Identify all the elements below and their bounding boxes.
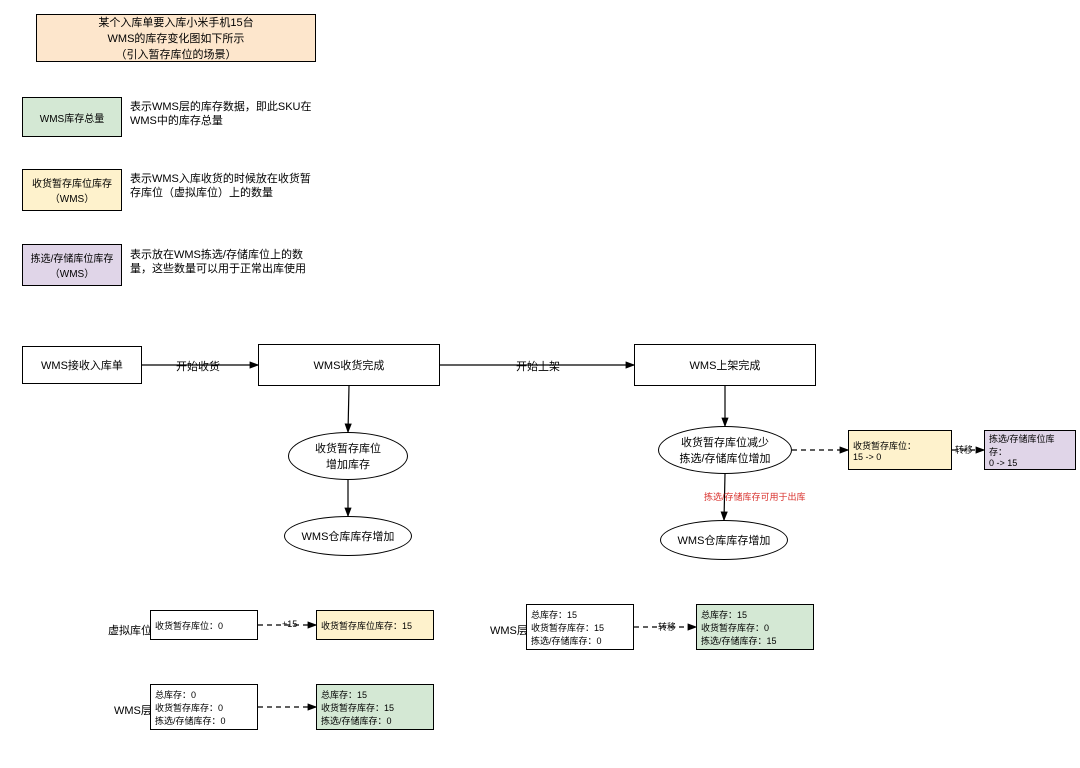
- node-n1: WMS接收入库单: [22, 346, 142, 384]
- legend-box-2-text: 拣选/存储库位库存 （WMS）: [31, 250, 114, 280]
- legend-box-0: WMS库存总量: [22, 97, 122, 137]
- bottom-arrow-label-0: +15: [282, 619, 297, 629]
- edge-label-1: 开始上架: [516, 358, 560, 374]
- bottom-b-2: 总库存：15 收货暂存库存：0 拣选/存储库存：15: [696, 604, 814, 650]
- legend-desc-1: 表示WMS入库收货的时候放在收货暂 存库位（虚拟库位）上的数量: [130, 172, 311, 201]
- node-n8-text: 收货暂存库位： 15 -> 0: [853, 439, 916, 462]
- bottom-b-1-text: 总库存：15 收货暂存库存：15 拣选/存储库存：0: [321, 688, 394, 727]
- title-box: 某个入库单要入库小米手机15台 WMS的库存变化图如下所示 （引入暂存库位的场景…: [36, 14, 316, 62]
- bottom-b-1: 总库存：15 收货暂存库存：15 拣选/存储库存：0: [316, 684, 434, 730]
- node-n5: WMS仓库库存增加: [284, 516, 412, 556]
- edge-label-7: 转移: [955, 443, 973, 456]
- node-n5-text: WMS仓库库存增加: [302, 528, 395, 544]
- title-box-text: 某个入库单要入库小米手机15台 WMS的库存变化图如下所示 （引入暂存库位的场景…: [98, 14, 253, 62]
- legend-box-2: 拣选/存储库位库存 （WMS）: [22, 244, 122, 286]
- node-n4-text: 收货暂存库位 增加库存: [315, 440, 381, 472]
- node-n3: WMS上架完成: [634, 344, 816, 386]
- bottom-b-0: 收货暂存库位库存：15: [316, 610, 434, 640]
- bottom-arrow-label-2: 转移: [658, 620, 676, 633]
- bottom-label-1: WMS层: [114, 702, 152, 718]
- bottom-label-2: WMS层: [490, 622, 528, 638]
- legend-desc-2: 表示放在WMS拣选/存储库位上的数 量，这些数量可以用于正常出库使用: [130, 248, 306, 277]
- node-n9-text: 拣选/存储库位库存： 0 -> 15: [989, 432, 1071, 468]
- legend-box-1: 收货暂存库位库存 （WMS）: [22, 169, 122, 211]
- node-n7-text: WMS仓库库存增加: [678, 532, 771, 548]
- bottom-b-2-text: 总库存：15 收货暂存库存：0 拣选/存储库存：15: [701, 608, 777, 647]
- bottom-a-0-text: 收货暂存库位：0: [155, 619, 223, 632]
- bottom-label-0: 虚拟库位: [108, 622, 152, 638]
- legend-box-0-text: WMS库存总量: [40, 110, 104, 125]
- bottom-a-2: 总库存：15 收货暂存库存：15 拣选/存储库存：0: [526, 604, 634, 650]
- node-n6: 收货暂存库位减少 拣选/存储库位增加: [658, 426, 792, 474]
- bottom-a-2-text: 总库存：15 收货暂存库存：15 拣选/存储库存：0: [531, 608, 604, 647]
- bottom-a-0: 收货暂存库位：0: [150, 610, 258, 640]
- bottom-a-1: 总库存：0 收货暂存库存：0 拣选/存储库存：0: [150, 684, 258, 730]
- node-n7: WMS仓库库存增加: [660, 520, 788, 560]
- edge-label-0: 开始收货: [176, 358, 220, 374]
- node-n4: 收货暂存库位 增加库存: [288, 432, 408, 480]
- node-n3-text: WMS上架完成: [690, 357, 761, 373]
- legend-desc-0: 表示WMS层的库存数据，即此SKU在 WMS中的库存总量: [130, 100, 312, 129]
- bottom-a-1-text: 总库存：0 收货暂存库存：0 拣选/存储库存：0: [155, 688, 226, 727]
- legend-box-1-text: 收货暂存库位库存 （WMS）: [32, 175, 112, 205]
- node-n2: WMS收货完成: [258, 344, 440, 386]
- node-n9: 拣选/存储库位库存： 0 -> 15: [984, 430, 1076, 470]
- node-n2-text: WMS收货完成: [314, 357, 385, 373]
- bottom-b-0-text: 收货暂存库位库存：15: [321, 619, 412, 632]
- node-n8: 收货暂存库位： 15 -> 0: [848, 430, 952, 470]
- node-n6-text: 收货暂存库位减少 拣选/存储库位增加: [679, 434, 770, 466]
- red-note: 拣选/存储库存可用于出库: [704, 490, 806, 503]
- node-n1-text: WMS接收入库单: [41, 357, 123, 373]
